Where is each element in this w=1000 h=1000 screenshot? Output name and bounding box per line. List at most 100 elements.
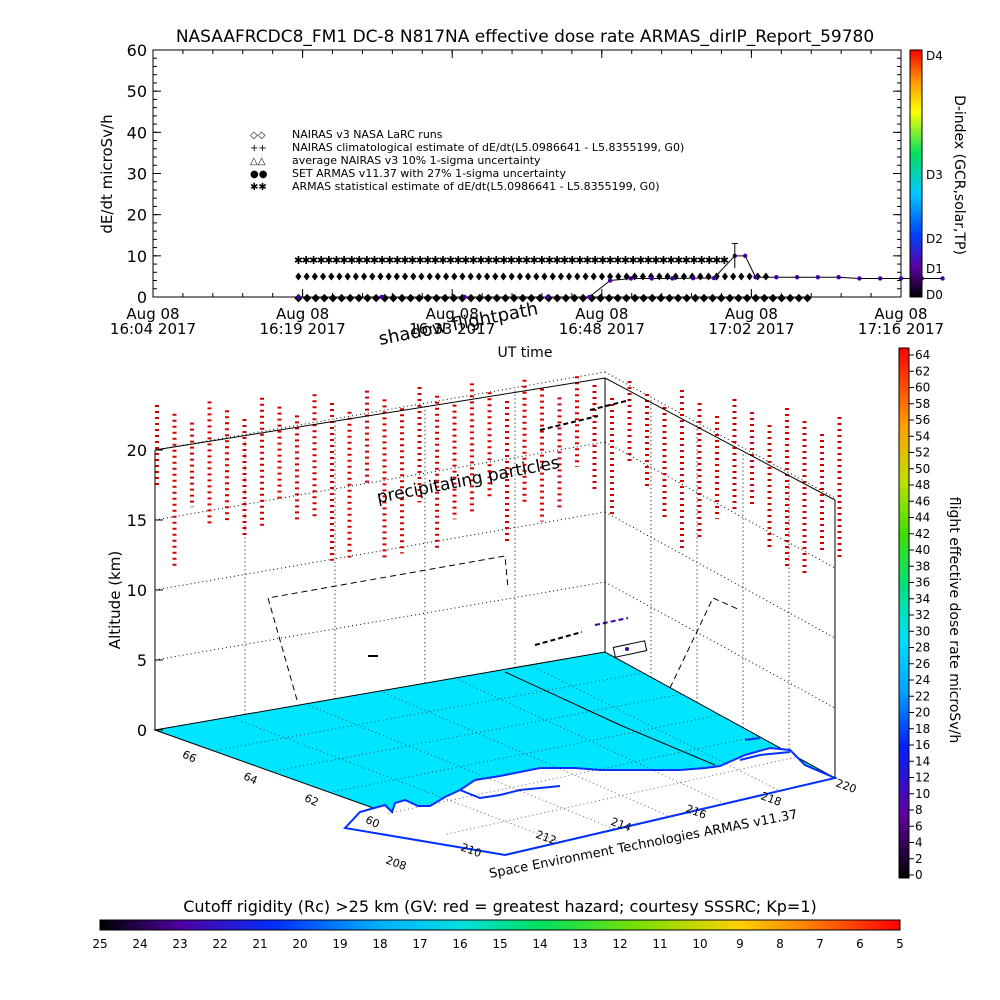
armas-estimate-point: ✱ — [393, 254, 402, 267]
nairas-climatology-point: ♦ — [392, 270, 402, 283]
nairas-climatology-point: ♦ — [695, 270, 705, 283]
dose-rate-tick-label: 58 — [915, 397, 930, 411]
armas-estimate-point: ✱ — [370, 254, 379, 267]
set-armas-point — [878, 276, 883, 281]
set-armas-point — [628, 276, 634, 281]
floor-gridline — [454, 677, 726, 805]
cutoff-rigidity-tick-label: 8 — [776, 937, 784, 951]
nairas-climatology-point: ♦ — [326, 270, 336, 283]
top-y-tick-label: 0 — [137, 288, 147, 307]
longitude-tick-label: 208 — [384, 854, 408, 873]
nairas-climatology-point: ♦ — [433, 270, 443, 283]
cutoff-rigidity-tick-label: 21 — [252, 937, 267, 951]
back-wall-gridline — [154, 581, 606, 661]
nairas-run-point: ◆ — [786, 291, 795, 304]
nairas-run-point: ◆ — [622, 291, 631, 304]
cutoff-rigidity-label: Cutoff rigidity (Rc) >25 km (GV: red = g… — [183, 897, 817, 916]
armas-estimate-point: ✱ — [552, 254, 561, 267]
latitude-tick-label: 60 — [363, 813, 381, 831]
top-y-tick-label: 60 — [127, 41, 147, 60]
set-armas-point — [742, 253, 748, 259]
cutoff-rigidity-tick-label: 20 — [292, 937, 307, 951]
nairas-climatology-point: ♦ — [712, 270, 722, 283]
top-x-tick-label-time: 16:48 2017 — [559, 320, 645, 338]
nairas-climatology-point: ♦ — [351, 270, 361, 283]
dose-rate-tick-label: 2 — [915, 852, 923, 866]
armas-estimate-point: ✱ — [697, 254, 706, 267]
top-y-tick-label: 20 — [127, 206, 147, 225]
set-armas-point — [379, 294, 384, 300]
nairas-climatology-point: ♦ — [425, 270, 435, 283]
armas-estimate-point: ✱ — [499, 254, 508, 267]
cutoff-rigidity-tick-label: 18 — [372, 937, 387, 951]
cutoff-rigidity-ticks: 25 24 23 22 21 20 19 18 17 16 15 14 13 12 11 10 9 8 7 6 5 — [92, 937, 903, 951]
dose-rate-tick-label: 0 — [915, 868, 923, 882]
armas-estimate-point: ✱ — [621, 254, 630, 267]
set-armas-point — [545, 294, 550, 300]
legend-symbol: ◇◇ — [250, 130, 266, 141]
nairas-run-point: ◆ — [726, 291, 735, 304]
nairas-climatology-point: ♦ — [523, 270, 533, 283]
nairas-climatology-point: ♦ — [589, 270, 599, 283]
right-wall-gridline — [604, 371, 836, 499]
nairas-run-point: ◆ — [648, 291, 657, 304]
latitude-tick-label: 62 — [302, 791, 320, 809]
nairas-run-point: ◆ — [708, 291, 717, 304]
dose-rate-tick-label: 26 — [915, 657, 930, 671]
set-armas-point — [753, 275, 758, 280]
nairas-climatology-point: ♦ — [613, 270, 623, 283]
set-armas-point — [649, 276, 654, 281]
nairas-climatology-point: ♦ — [564, 270, 574, 283]
dose-rate-tick-label: 20 — [915, 706, 930, 720]
set-armas-point — [462, 294, 467, 300]
dose-rate-tick-label: 10 — [915, 787, 930, 801]
nairas-run-point: ◆ — [769, 291, 778, 304]
cutoff-rigidity-tick-label: 9 — [736, 937, 744, 951]
set-armas-point — [607, 278, 613, 283]
dose-rate-tick-label: 34 — [915, 592, 930, 606]
cutoff-rigidity-tick-label: 6 — [856, 937, 864, 951]
nairas-climatology-point: ♦ — [654, 270, 664, 283]
set-armas-point — [774, 275, 779, 280]
legend-label: ARMAS statistical estimate of dE/dt(L5.0… — [292, 180, 659, 193]
map-coast-detail — [459, 737, 791, 800]
set-armas-point — [670, 276, 675, 281]
armas-estimate-point: ✱ — [423, 254, 432, 267]
nairas-climatology-point: ♦ — [343, 270, 353, 283]
armas-estimate-point: ✱ — [378, 254, 387, 267]
top-x-tick-label-date: Aug 08 — [276, 305, 329, 323]
set-armas-point — [898, 276, 904, 281]
nairas-climatology-point: ♦ — [310, 270, 320, 283]
armas-estimate-point: ✱ — [674, 254, 683, 267]
cutoff-rigidity-tick-label: 24 — [132, 937, 147, 951]
flight-path-dashed-right — [669, 597, 741, 689]
floor-gridline — [271, 693, 682, 773]
armas-estimate-point: ✱ — [309, 254, 318, 267]
armas-estimate-point: ✱ — [613, 254, 622, 267]
cutoff-rigidity-tick-label: 14 — [532, 937, 547, 951]
legend-symbol: ++ — [250, 143, 267, 154]
nairas-climatology-point: ♦ — [458, 270, 468, 283]
nairas-climatology-point: ♦ — [318, 270, 328, 283]
dose-rate-colorbar-ticks: 6462605856545250484644424038363432302826… — [909, 348, 930, 882]
armas-estimate-point: ✱ — [667, 254, 676, 267]
nairas-climatology-point: ♦ — [499, 270, 509, 283]
cutoff-rigidity-tick-label: 5 — [896, 937, 904, 951]
dose-rate-tick-label: 32 — [915, 608, 930, 622]
top-x-axis-label: UT time — [498, 345, 553, 361]
legend-label: NAIRAS climatological estimate of dE/dt(… — [292, 141, 684, 154]
wall-grid — [154, 371, 836, 753]
nairas-climatology-point: ♦ — [507, 270, 517, 283]
nairas-run-point: ◆ — [751, 291, 760, 304]
set-armas-point — [940, 276, 945, 281]
armas-estimate-point: ✱ — [689, 254, 698, 267]
armas-estimate-point: ✱ — [522, 254, 531, 267]
nairas-run-point: ◆ — [691, 291, 700, 304]
legend-symbol: △△ — [250, 156, 266, 167]
armas-estimate-point: ✱ — [530, 254, 539, 267]
back-wall-gridline — [154, 511, 606, 591]
floor-gridline — [379, 690, 671, 817]
nairas-climatology-point: ♦ — [531, 270, 541, 283]
armas-estimate-point: ✱ — [545, 254, 554, 267]
dose-rate-tick-label: 60 — [915, 381, 930, 395]
